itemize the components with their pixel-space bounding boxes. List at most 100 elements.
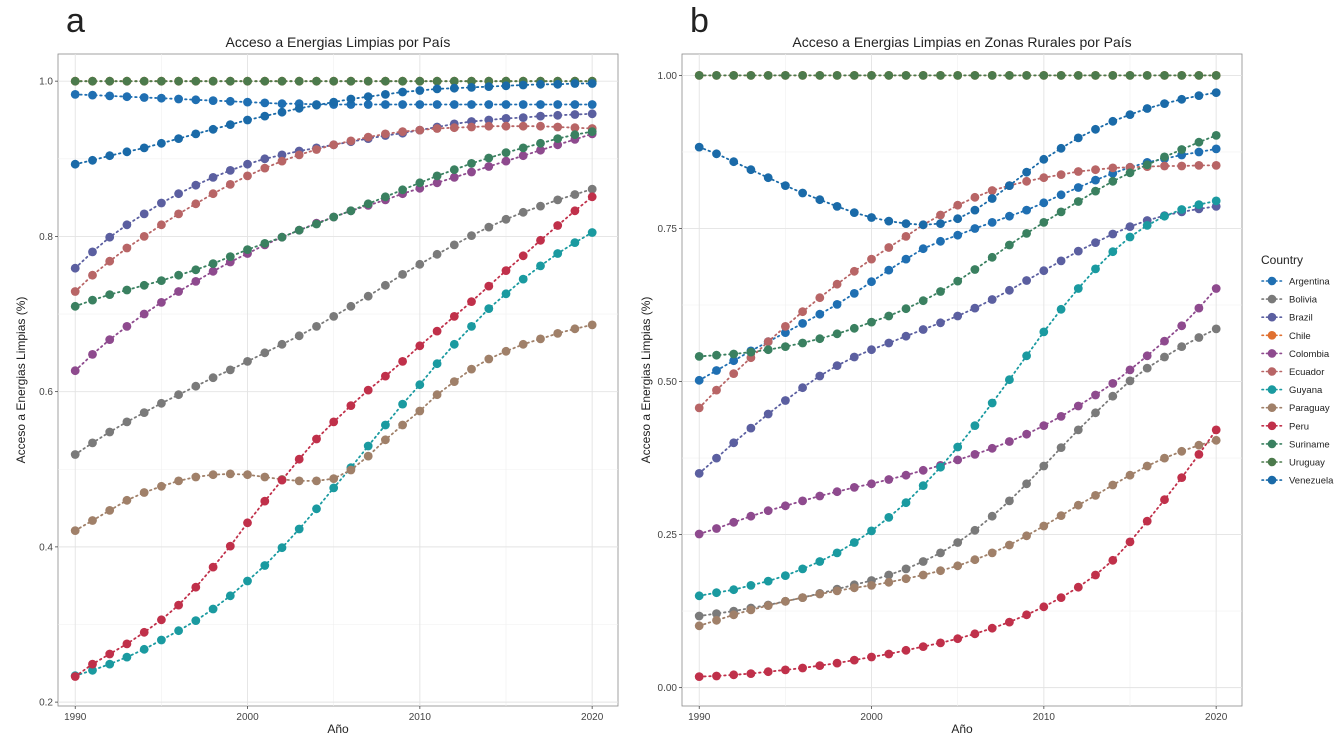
data-point-argentina bbox=[781, 328, 790, 337]
data-point-bolivia bbox=[363, 291, 373, 301]
data-point-bolivia bbox=[294, 331, 304, 341]
data-point-peru bbox=[1022, 610, 1031, 620]
data-point-colombia bbox=[987, 443, 997, 453]
data-point-venezuela bbox=[346, 94, 356, 104]
data-point-ecuador bbox=[449, 123, 459, 133]
data-point-peru bbox=[867, 652, 876, 662]
data-point-venezuela bbox=[449, 83, 459, 93]
data-point-colombia bbox=[432, 178, 442, 188]
data-point-bolivia bbox=[122, 417, 132, 427]
data-point-bolivia bbox=[432, 249, 442, 259]
data-point-uruguay bbox=[277, 76, 287, 86]
y-tick-label: 0.6 bbox=[39, 387, 53, 398]
series-venezuela bbox=[70, 79, 597, 169]
data-point-brazil bbox=[1108, 229, 1118, 239]
legend: Country Argentina Bolivia Brazil Chile Colom… bbox=[1261, 253, 1334, 487]
data-point-suriname bbox=[432, 171, 442, 181]
data-point-venezuela bbox=[953, 214, 963, 224]
data-point-suriname bbox=[243, 245, 252, 255]
data-point-colombia bbox=[501, 156, 511, 166]
data-point-peru bbox=[1108, 555, 1118, 565]
data-point-bolivia bbox=[587, 184, 597, 194]
data-point-uruguay bbox=[918, 71, 928, 80]
data-point-ecuador bbox=[329, 140, 339, 150]
data-point-uruguay bbox=[1091, 71, 1100, 80]
data-point-venezuela bbox=[587, 79, 597, 88]
data-point-paraguay bbox=[884, 577, 894, 587]
data-point-peru bbox=[1073, 582, 1083, 592]
data-point-bolivia bbox=[191, 381, 201, 391]
data-point-argentina bbox=[467, 100, 476, 109]
data-point-venezuela bbox=[243, 115, 252, 125]
data-point-venezuela bbox=[294, 103, 304, 113]
data-point-guyana bbox=[363, 441, 373, 451]
data-point-argentina bbox=[225, 96, 235, 106]
data-point-uruguay bbox=[1160, 71, 1169, 80]
data-point-venezuela bbox=[208, 124, 218, 134]
series-guyana bbox=[694, 196, 1221, 601]
legend-items: Argentina Bolivia Brazil Chile Colombia Ecuad… bbox=[1261, 277, 1334, 487]
data-point-suriname bbox=[312, 219, 321, 229]
legend-item-argentina: Argentina bbox=[1261, 277, 1330, 288]
data-point-brazil bbox=[174, 189, 184, 199]
legend-key-point bbox=[1267, 312, 1277, 322]
data-point-bolivia bbox=[1005, 496, 1014, 506]
y-tick-label: 0.2 bbox=[39, 698, 53, 709]
data-point-peru bbox=[294, 454, 304, 464]
data-point-bolivia bbox=[157, 398, 166, 408]
data-point-uruguay bbox=[381, 76, 390, 86]
data-point-colombia bbox=[918, 465, 928, 475]
data-point-paraguay bbox=[1022, 531, 1031, 541]
data-point-guyana bbox=[398, 399, 407, 409]
data-point-guyana bbox=[467, 322, 476, 331]
x-tick-label: 2020 bbox=[1205, 712, 1228, 723]
data-point-paraguay bbox=[1194, 440, 1204, 450]
data-point-ecuador bbox=[712, 385, 721, 395]
data-point-brazil bbox=[712, 453, 721, 463]
data-point-peru bbox=[694, 672, 704, 681]
data-point-bolivia bbox=[1039, 461, 1049, 471]
legend-key-point bbox=[1267, 349, 1277, 358]
data-point-suriname bbox=[1142, 160, 1152, 170]
data-point-bolivia bbox=[484, 222, 494, 232]
data-point-bolivia bbox=[1108, 391, 1118, 401]
data-point-brazil bbox=[243, 159, 252, 169]
data-point-guyana bbox=[849, 538, 859, 547]
data-point-peru bbox=[1160, 495, 1169, 505]
data-point-paraguay bbox=[918, 570, 928, 580]
data-point-suriname bbox=[501, 148, 511, 158]
data-point-venezuela bbox=[832, 202, 842, 211]
data-point-uruguay bbox=[398, 76, 407, 86]
data-point-argentina bbox=[901, 254, 911, 264]
data-point-paraguay bbox=[936, 566, 945, 576]
data-point-suriname bbox=[1177, 145, 1187, 154]
data-point-suriname bbox=[105, 290, 115, 299]
data-point-colombia bbox=[536, 145, 545, 155]
panel-a-title: Acceso a Energias Limpias por País bbox=[226, 34, 451, 50]
data-point-guyana bbox=[1125, 232, 1135, 242]
y-tick-label: 0.25 bbox=[658, 530, 678, 541]
data-point-argentina bbox=[1005, 211, 1014, 221]
data-point-argentina bbox=[381, 100, 390, 109]
data-point-bolivia bbox=[694, 611, 704, 621]
data-point-peru bbox=[1142, 516, 1152, 526]
data-point-uruguay bbox=[157, 76, 166, 86]
data-point-guyana bbox=[191, 616, 201, 625]
data-point-paraguay bbox=[901, 574, 911, 584]
legend-label: Brazil bbox=[1289, 313, 1313, 324]
data-point-suriname bbox=[1039, 218, 1049, 227]
data-point-suriname bbox=[1005, 240, 1014, 250]
data-point-ecuador bbox=[225, 180, 235, 189]
data-point-venezuela bbox=[105, 151, 115, 161]
legend-title: Country bbox=[1261, 253, 1303, 267]
data-point-uruguay bbox=[1056, 71, 1066, 80]
data-point-ecuador bbox=[70, 287, 80, 296]
legend-item-guyana: Guyana bbox=[1261, 385, 1323, 396]
data-point-uruguay bbox=[363, 76, 373, 86]
data-point-ecuador bbox=[88, 270, 97, 280]
data-point-suriname bbox=[1160, 152, 1169, 162]
data-point-peru bbox=[501, 266, 511, 275]
data-point-ecuador bbox=[1108, 163, 1118, 173]
data-point-uruguay bbox=[849, 71, 859, 80]
data-point-ecuador bbox=[536, 121, 545, 131]
